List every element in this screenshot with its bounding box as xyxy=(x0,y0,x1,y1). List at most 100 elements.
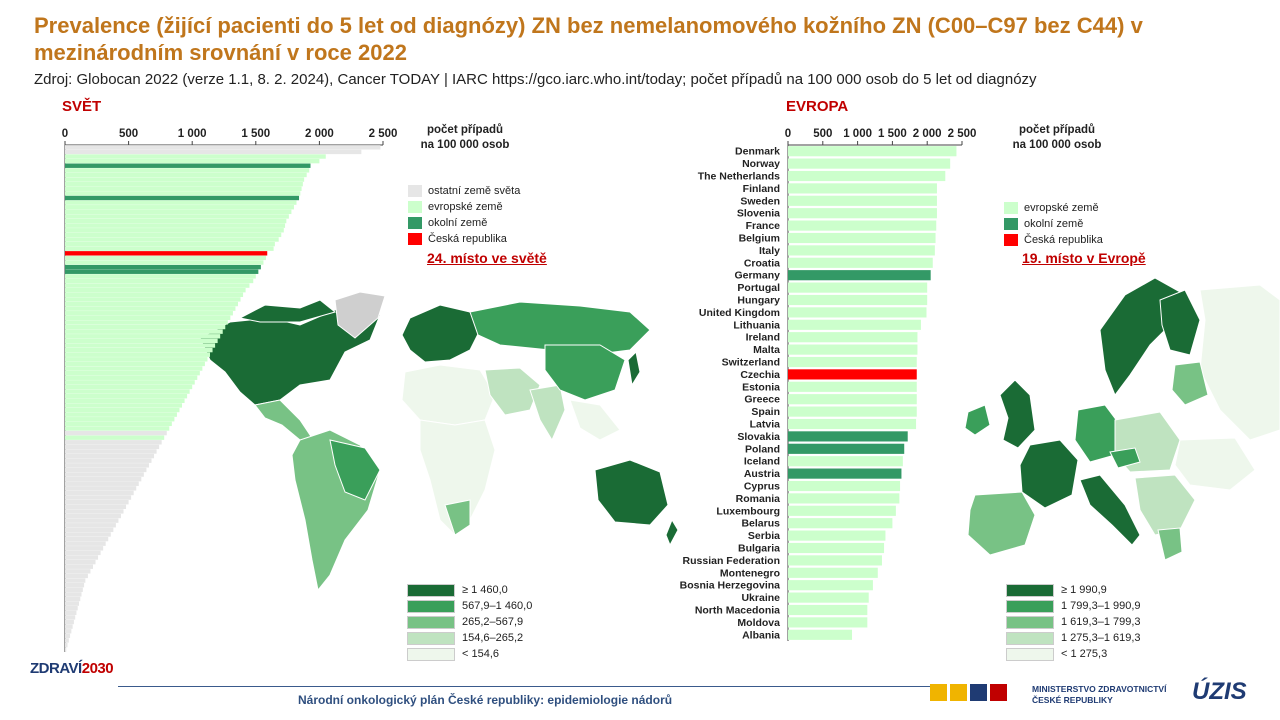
bar xyxy=(788,245,935,256)
map-australia xyxy=(594,459,669,526)
x-tick-label: 1 000 xyxy=(178,128,207,140)
bar xyxy=(788,567,878,578)
bar xyxy=(65,440,162,445)
bar xyxy=(65,329,223,334)
category-label: France xyxy=(746,220,781,232)
x-tick-label: 1 500 xyxy=(241,128,270,140)
bar xyxy=(65,573,88,579)
page-title: Prevalence (žijící pacienti do 5 let od … xyxy=(34,13,1143,65)
europe-scale-item: 1 799,3–1 990,9 xyxy=(1006,598,1141,614)
category-label: Bulgaria xyxy=(738,543,780,555)
bar xyxy=(65,569,91,574)
scale-label: 1 619,3–1 799,3 xyxy=(1061,616,1141,628)
europe-legend-item-czech: Česká republika xyxy=(1004,232,1103,248)
category-label: Malta xyxy=(753,344,780,356)
bar xyxy=(65,587,83,592)
bar xyxy=(65,504,127,510)
europe-map xyxy=(964,277,1280,561)
bar xyxy=(65,527,114,533)
map-eu-ireland xyxy=(964,404,991,436)
world-scale-item: 567,9–1 460,0 xyxy=(407,598,532,614)
bar xyxy=(65,463,149,468)
ministry-logo: MINISTERSTVO ZDRAVOTNICTVÍ ČESKÉ REPUBLI… xyxy=(1032,684,1166,706)
x-tick-label: 2 000 xyxy=(305,128,334,140)
x-tick-label: 1 000 xyxy=(843,128,872,140)
category-label: Moldova xyxy=(737,617,780,629)
bar xyxy=(65,430,167,436)
world-rank: 24. místo ve světě xyxy=(427,250,547,266)
x-tick-label: 2 500 xyxy=(369,128,398,140)
map-eu-france xyxy=(1019,439,1079,509)
bar xyxy=(65,251,268,256)
bar xyxy=(788,195,937,206)
europe-axis-unit-line2: na 100 000 osob xyxy=(1012,139,1102,151)
europe-scale-item: 1 619,3–1 799,3 xyxy=(1006,614,1141,630)
map-europe xyxy=(401,304,481,363)
bar xyxy=(65,642,68,648)
category-label: Ukraine xyxy=(741,592,780,604)
bar xyxy=(788,456,903,467)
bar xyxy=(65,417,175,422)
bar xyxy=(65,458,152,463)
x-tick-label: 0 xyxy=(62,128,68,140)
world-scale-item: < 154,6 xyxy=(407,646,532,662)
bar xyxy=(788,418,917,430)
bar xyxy=(788,604,868,616)
category-label: Norway xyxy=(742,158,780,170)
map-russia xyxy=(469,301,651,356)
map-china xyxy=(544,344,626,401)
x-tick-label: 1 500 xyxy=(878,128,907,140)
bar xyxy=(65,269,259,274)
category-label: Belgium xyxy=(739,233,780,245)
world-legend-item-other: ostatní země světa xyxy=(408,183,520,199)
bar xyxy=(788,468,902,479)
scale-swatch xyxy=(407,631,455,645)
partner-logo-block-icon xyxy=(930,684,947,701)
bar xyxy=(65,172,307,178)
page-subtitle: Zdroj: Globocan 2022 (verze 1.1, 8. 2. 2… xyxy=(34,71,1037,88)
world-map xyxy=(199,291,679,592)
bar xyxy=(788,356,917,368)
category-label: Cyprus xyxy=(744,481,780,493)
category-label: Russian Federation xyxy=(683,555,780,567)
zdravi-2030-logo: ZDRAVÍ2030 xyxy=(30,660,114,677)
zdravi-logo-year: 2030 xyxy=(81,660,114,677)
bar xyxy=(65,606,78,611)
bar xyxy=(788,232,936,244)
bar xyxy=(65,375,198,380)
map-eu-czechia xyxy=(1109,447,1141,469)
category-label: North Macedonia xyxy=(695,605,780,617)
bar xyxy=(65,421,172,427)
bar xyxy=(65,389,190,394)
bar xyxy=(65,633,71,639)
europe-legend: evropské země okolní země Česká republik… xyxy=(1004,200,1103,248)
x-tick-label: 2 000 xyxy=(913,128,942,140)
scale-label: < 1 275,3 xyxy=(1061,648,1108,660)
scale-label: < 154,6 xyxy=(462,648,500,660)
bar xyxy=(788,344,918,355)
map-japan xyxy=(627,350,641,387)
map-eu-russia xyxy=(1199,284,1280,441)
bar xyxy=(788,183,937,194)
bar xyxy=(65,490,134,496)
legend-swatch xyxy=(1004,218,1018,230)
category-label: Denmark xyxy=(735,146,780,158)
bar xyxy=(65,223,286,228)
bar xyxy=(65,546,104,551)
bar xyxy=(65,301,238,307)
legend-swatch xyxy=(1004,202,1018,214)
scale-swatch xyxy=(1006,615,1054,629)
bar xyxy=(788,170,946,182)
scale-label: 154,6–265,2 xyxy=(462,632,524,644)
bar xyxy=(65,260,264,265)
world-scale-item: 154,6–265,2 xyxy=(407,630,532,646)
bar xyxy=(65,518,119,523)
bar xyxy=(65,513,121,519)
category-label: Latvia xyxy=(750,419,781,431)
world-scale-item: 265,2–567,9 xyxy=(407,614,532,630)
bar xyxy=(788,394,917,405)
world-axis-unit-line1: počet případů xyxy=(426,124,504,136)
bar xyxy=(65,472,144,477)
bar xyxy=(65,394,188,399)
bar xyxy=(65,352,211,357)
